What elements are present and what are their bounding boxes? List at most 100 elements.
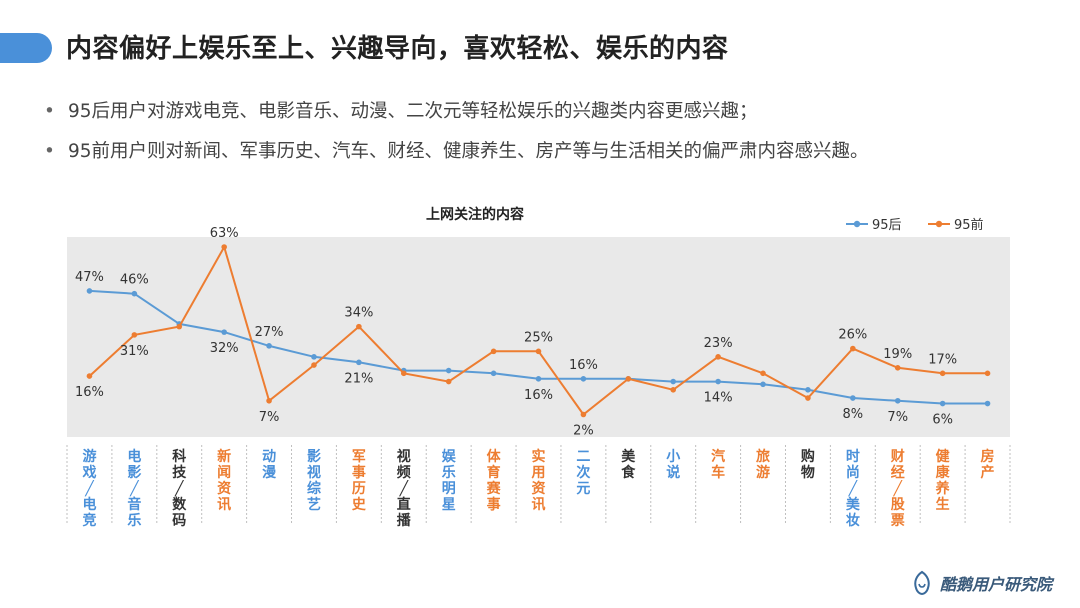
title-accent-bar bbox=[0, 33, 52, 63]
data-label: 16% bbox=[569, 358, 598, 373]
data-point bbox=[580, 376, 587, 382]
data-label: 14% bbox=[704, 391, 733, 406]
data-label: 21% bbox=[344, 371, 373, 386]
brand-name: 酷鹅用户研究院 bbox=[939, 575, 1052, 594]
data-label: 26% bbox=[838, 328, 867, 343]
bullet-text: 95后用户对游戏电竞、电影音乐、动漫、二次元等轻松娱乐的兴趣类内容更感兴趣； bbox=[68, 101, 758, 122]
data-point bbox=[580, 411, 587, 418]
data-point bbox=[445, 367, 452, 374]
data-point bbox=[176, 323, 183, 330]
category-label: 新闻资讯 bbox=[217, 448, 231, 513]
data-point bbox=[535, 348, 542, 355]
data-label: 7% bbox=[259, 410, 280, 425]
data-label: 31% bbox=[120, 344, 149, 359]
data-label: 7% bbox=[887, 410, 908, 425]
data-point bbox=[86, 373, 93, 379]
data-label: 17% bbox=[928, 352, 957, 367]
data-label: 63% bbox=[210, 226, 239, 241]
data-point bbox=[760, 381, 766, 388]
bullet-text: 95前用户则对新闻、军事历史、汽车、财经、健康养生、房产等与生活相关的偏严肃内容… bbox=[68, 141, 869, 162]
data-point bbox=[850, 395, 856, 401]
data-point bbox=[86, 288, 93, 294]
category-label: 二次元 bbox=[576, 449, 590, 497]
bullet-dot: • bbox=[44, 141, 55, 162]
data-label: 19% bbox=[883, 347, 912, 362]
data-point bbox=[894, 397, 901, 404]
category-label: 实用资讯 bbox=[532, 448, 546, 513]
data-point bbox=[894, 365, 901, 371]
data-point bbox=[670, 378, 677, 385]
data-point bbox=[805, 386, 811, 393]
category-label: 体育赛事 bbox=[486, 448, 502, 513]
data-label: 6% bbox=[932, 413, 953, 428]
category-label: 娱乐明星 bbox=[442, 448, 457, 513]
category-label: 军事历史 bbox=[352, 449, 367, 513]
category-label: 时尚╱美妆 bbox=[846, 448, 861, 529]
data-point bbox=[221, 329, 227, 335]
line-chart: 上网关注的内容 95后 95前 47% 46% 32% 27% 21% 16% 16% 14% 8% 7… bbox=[66, 206, 1011, 529]
data-point bbox=[490, 370, 497, 377]
data-label: 8% bbox=[843, 407, 864, 422]
brand-logo: 酷鹅用户研究院 bbox=[910, 568, 1052, 598]
data-point bbox=[715, 378, 721, 385]
data-point bbox=[445, 378, 452, 385]
category-label: 健康养生 bbox=[935, 448, 951, 513]
data-label: 46% bbox=[120, 273, 149, 288]
bullet-dot: • bbox=[44, 101, 55, 122]
data-label: 16% bbox=[524, 388, 553, 403]
data-label: 27% bbox=[255, 325, 284, 340]
data-point bbox=[850, 345, 856, 352]
data-point bbox=[670, 386, 677, 393]
chart-container: 上网关注的内容 95后 95前 47% 46% 32% 27% 21% 16% 16% 14% 8% 7… bbox=[0, 195, 1080, 535]
data-label: 47% bbox=[75, 270, 104, 285]
data-point bbox=[939, 370, 946, 377]
bullet-item: • 95后用户对游戏电竞、电影音乐、动漫、二次元等轻松娱乐的兴趣类内容更感兴趣； bbox=[44, 92, 869, 132]
data-point bbox=[311, 362, 317, 368]
plot-background bbox=[67, 237, 1010, 437]
category-label: 美食 bbox=[621, 448, 636, 481]
data-label: 16% bbox=[75, 385, 104, 400]
data-point bbox=[760, 370, 766, 377]
data-point bbox=[984, 400, 991, 407]
category-label: 科技╱数码 bbox=[172, 448, 187, 529]
data-point bbox=[939, 400, 946, 407]
bullet-list: • 95后用户对游戏电竞、电影音乐、动漫、二次元等轻松娱乐的兴趣类内容更感兴趣； … bbox=[44, 92, 869, 172]
data-label: 32% bbox=[210, 341, 239, 356]
data-label: 2% bbox=[573, 424, 594, 439]
data-point bbox=[266, 343, 272, 349]
bullet-item: • 95前用户则对新闻、军事历史、汽车、财经、健康养生、房产等与生活相关的偏严肃内… bbox=[44, 132, 869, 172]
data-label: 34% bbox=[344, 306, 373, 321]
data-point bbox=[356, 323, 362, 330]
data-point bbox=[311, 354, 317, 360]
data-point bbox=[535, 376, 542, 382]
legend-marker bbox=[853, 220, 861, 228]
legend-label: 95后 bbox=[872, 218, 902, 233]
page-title: 内容偏好上娱乐至上、兴趣导向，喜欢轻松、娱乐的内容 bbox=[66, 34, 729, 64]
category-label: 财经╱股票 bbox=[890, 448, 906, 529]
data-point bbox=[266, 397, 272, 404]
data-point bbox=[221, 244, 227, 250]
penguin-logo-icon bbox=[914, 570, 930, 596]
category-label: 视频╱直播 bbox=[397, 448, 412, 529]
data-point bbox=[625, 376, 632, 382]
category-label: 影视综艺 bbox=[307, 449, 321, 513]
category-label: 旅游 bbox=[756, 448, 770, 481]
data-point bbox=[490, 348, 497, 355]
data-point bbox=[805, 395, 811, 401]
legend-marker bbox=[935, 220, 943, 228]
data-point bbox=[131, 290, 138, 297]
data-point bbox=[131, 332, 138, 338]
data-label: 23% bbox=[704, 336, 733, 351]
category-label: 房产 bbox=[981, 448, 995, 481]
data-point bbox=[984, 370, 991, 377]
category-label: 电影╱音乐 bbox=[127, 448, 141, 529]
data-point bbox=[356, 359, 362, 366]
category-label: 游戏╱电竞 bbox=[81, 448, 96, 529]
data-label: 25% bbox=[524, 330, 553, 345]
category-label: 小说 bbox=[666, 449, 680, 481]
category-label: 汽车 bbox=[711, 448, 725, 481]
category-label: 动漫 bbox=[262, 448, 277, 481]
data-point bbox=[400, 370, 407, 377]
category-label: 购物 bbox=[801, 448, 815, 481]
legend-label: 95前 bbox=[954, 217, 984, 233]
